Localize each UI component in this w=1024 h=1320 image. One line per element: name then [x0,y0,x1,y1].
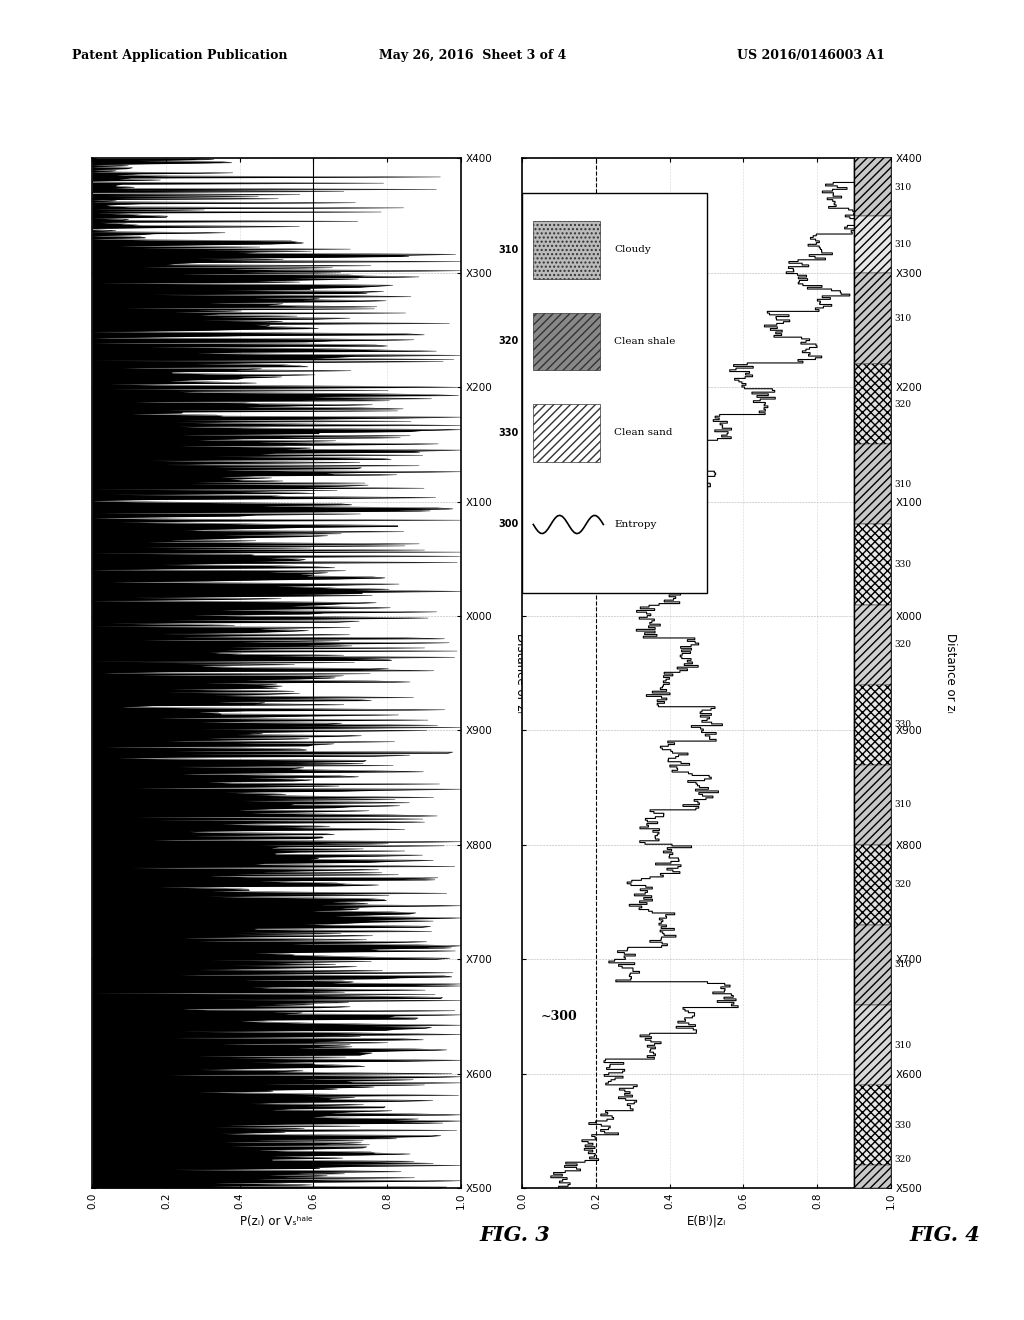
Text: 310: 310 [895,961,911,969]
Text: Cloudy: Cloudy [614,246,651,255]
Text: 320: 320 [895,640,911,649]
X-axis label: P(zᵢ) or Vₛʰᵃˡᵉ: P(zᵢ) or Vₛʰᵃˡᵉ [240,1214,313,1228]
Text: ~200: ~200 [129,975,166,989]
Text: Clean shale: Clean shale [614,337,676,346]
Text: 330: 330 [499,428,518,438]
Text: May 26, 2016  Sheet 3 of 4: May 26, 2016 Sheet 3 of 4 [379,49,566,62]
Text: 310: 310 [499,246,518,255]
Text: 310: 310 [895,800,911,809]
FancyBboxPatch shape [534,404,600,462]
Text: 310: 310 [895,314,911,323]
X-axis label: E(Bᴵ)|zᵢ: E(Bᴵ)|zᵢ [687,1214,726,1228]
Y-axis label: Distance or zᵢ: Distance or zᵢ [944,634,957,713]
FancyBboxPatch shape [534,313,600,370]
Text: Patent Application Publication: Patent Application Publication [72,49,287,62]
Text: 330: 330 [895,1121,911,1130]
Text: FIG. 4: FIG. 4 [909,1225,980,1245]
Text: 310: 310 [895,1040,911,1049]
FancyBboxPatch shape [522,193,707,593]
Text: US 2016/0146003 A1: US 2016/0146003 A1 [737,49,885,62]
Text: Clean sand: Clean sand [614,429,673,437]
Text: 310: 310 [895,480,911,488]
Text: 320: 320 [499,337,518,346]
Text: Entropy: Entropy [614,520,656,529]
FancyBboxPatch shape [534,222,600,279]
Text: 330: 330 [895,721,911,729]
Text: 310: 310 [895,182,911,191]
Y-axis label: Distance or zᵢ: Distance or zᵢ [514,634,527,713]
Text: FIG. 3: FIG. 3 [479,1225,550,1245]
Text: 320: 320 [895,1155,911,1164]
Text: ~300: ~300 [541,1010,578,1023]
Text: 310: 310 [895,240,911,248]
Text: 320: 320 [895,880,911,890]
Text: 330: 330 [895,560,911,569]
Text: 320: 320 [895,400,911,409]
Text: 300: 300 [499,520,518,529]
